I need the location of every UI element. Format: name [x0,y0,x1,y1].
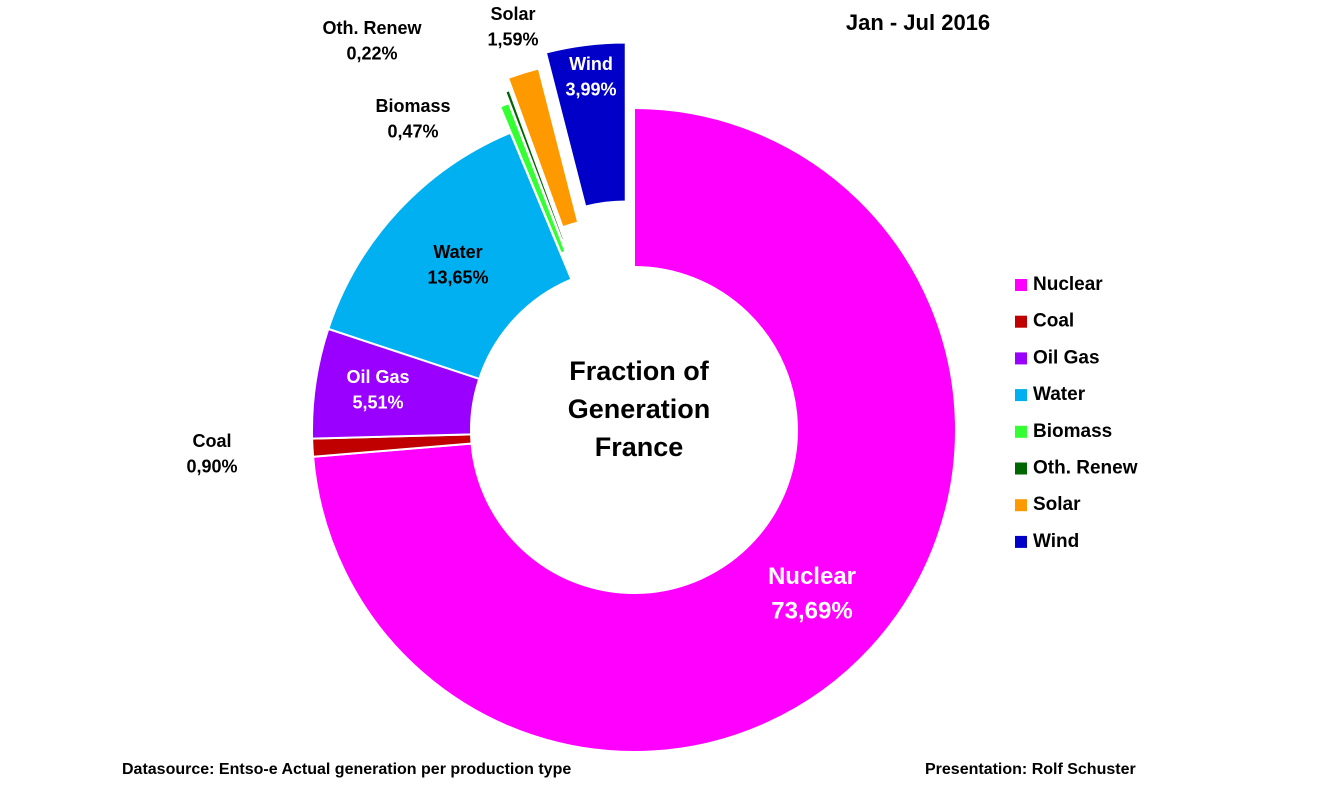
donut-slice [312,106,957,753]
donut-slice [327,131,573,381]
legend-swatch [1015,315,1027,328]
legend-label: Oth. Renew [1033,458,1138,479]
legend-swatch [1015,499,1027,512]
legend-label: Wind [1033,531,1079,552]
slice-label: Water [433,242,482,262]
footnote: Presentation: Rolf Schuster [925,761,1136,778]
chart-title: Generation [568,394,711,424]
slice-label: Solar [490,4,535,24]
legend-label: Oil Gas [1033,347,1100,368]
legend-swatch [1015,352,1027,365]
slice-label: Coal [192,431,231,451]
legend-label: Water [1033,384,1086,405]
slice-label: Oth. Renew [322,18,422,38]
slice-label: Biomass [375,96,450,116]
legend-swatch [1015,425,1027,438]
slice-value: 73,69% [771,598,852,625]
legend-swatch [1015,389,1027,402]
chart-title: France [595,432,684,462]
slice-label: Wind [569,54,613,74]
legend-swatch [1015,279,1027,291]
legend-swatch [1015,535,1027,548]
legend-swatch [1015,462,1027,475]
donut-slice [498,101,567,255]
slice-value: 1,59% [487,30,538,50]
slice-value: 0,47% [387,122,438,142]
slice-label: Oil Gas [346,367,409,387]
donut-slice [503,88,566,242]
donut-slice [506,67,580,229]
subtitle: Jan - Jul 2016 [846,10,990,35]
slice-value: 13,65% [427,268,488,288]
slice-value: 5,51% [352,393,403,413]
slice-value: 0,90% [186,457,237,477]
slice-value: 0,22% [346,44,397,64]
footnote: Datasource: Entso-e Actual generation pe… [122,761,571,778]
legend-label: Coal [1033,311,1074,332]
slice-label: Nuclear [768,563,856,590]
donut-slice [544,41,627,208]
chart-title: Fraction of [569,356,710,386]
legend-label: Solar [1033,494,1081,515]
slice-value: 3,99% [565,80,616,100]
legend-label: Nuclear [1033,274,1103,295]
legend-label: Biomass [1033,421,1112,442]
